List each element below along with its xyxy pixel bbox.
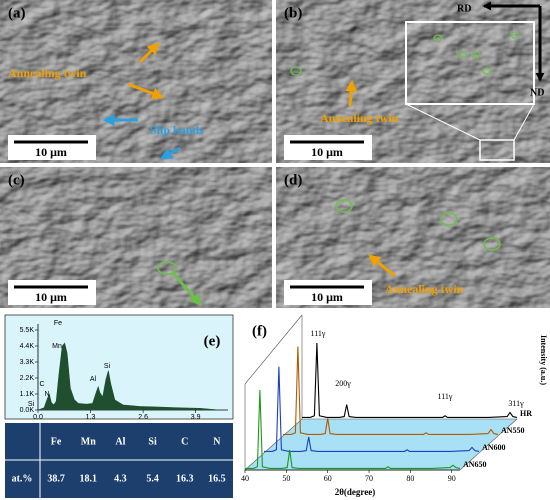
sem-panel-c: (c) 10 μm	[0, 167, 272, 308]
xrd-line	[302, 342, 518, 418]
scale-bar-label: 10 μm	[35, 145, 67, 159]
column-header: C	[181, 436, 188, 447]
row-header: at.%	[12, 473, 33, 484]
x-tick-label: 60	[324, 474, 332, 483]
peak-label: Si	[28, 401, 35, 408]
column-header: Fe	[51, 436, 62, 447]
x-tick-label: 1.3	[86, 414, 96, 421]
x-tick-label: 50	[282, 474, 290, 483]
x-tick-label: 0.0	[33, 414, 43, 421]
y-tick-label: 2.2K	[20, 375, 35, 382]
eds-panel: (e) 0.0K 1.1K 2.2K 3.3K 4.4K 5.5K 0.0 1.3 2.6 3.9…	[4, 314, 234, 421]
peak-label: Fe	[54, 320, 62, 327]
column-header: N	[213, 436, 221, 447]
y-tick-label: 1.1K	[20, 391, 35, 398]
table-cell: 16.3	[176, 473, 194, 484]
table-cell: 5.4	[146, 473, 159, 484]
peak-label: N	[44, 391, 49, 398]
inset-link	[405, 103, 481, 141]
scale-bar-label: 10 μm	[311, 290, 343, 304]
precipitate-markers	[290, 31, 520, 76]
panel-label: (d)	[284, 172, 302, 188]
peak-label: Mn	[52, 343, 62, 350]
x-tick-label: 2.6	[138, 414, 148, 421]
y-tick-label: 0.0K	[20, 407, 35, 414]
xrd-line	[264, 366, 480, 452]
xrd-panel: (f) Intensity (a.u.) 2θ(degree) HR AN550 A…	[241, 314, 548, 497]
precipitate-markers	[335, 199, 501, 251]
peak-label: 200γ	[335, 379, 351, 388]
spectrum	[37, 342, 220, 411]
sem-panel-d: (d) Annealing twin 10 μm	[276, 167, 550, 308]
panel-label: (c)	[8, 172, 25, 188]
sem-panel-a: (a) Annealing twin Slip bands 10 μm	[0, 0, 272, 163]
arrow	[170, 271, 202, 306]
x-tick-label: 40	[241, 474, 249, 483]
annotation: Annealing twin	[385, 282, 464, 296]
column-header: Si	[148, 436, 157, 447]
x-axis-label: 2θ(degree)	[335, 487, 376, 497]
orientation-label: ND	[530, 87, 544, 98]
inset	[405, 21, 535, 105]
composition-table: Fe Mn Al Si C Nat.% 38.7 18.1 4.3 5.4 16.3 16.5	[5, 423, 233, 498]
annotation: Slip bands	[150, 123, 204, 137]
y-tick-label: 5.5K	[20, 327, 35, 334]
y-axis-label: Intensity (a.u.)	[539, 335, 548, 385]
series-label: AN650	[463, 460, 487, 469]
scale-bar-box	[8, 280, 96, 305]
scale-bar-label: 10 μm	[311, 145, 343, 159]
sem-panel-b: (b) RD ND Annealing twin 10 μm	[276, 0, 550, 163]
annotation: Annealing twin	[8, 66, 87, 80]
peak-label: C	[39, 381, 44, 388]
panel-label: (a)	[8, 5, 26, 21]
x-tick-label: 3.9	[191, 414, 201, 421]
x-tick-label: 70	[365, 474, 373, 483]
arrow	[159, 146, 181, 160]
peak-label: Si	[104, 363, 111, 370]
xrd-line	[283, 346, 499, 435]
x-tick-label: 80	[406, 474, 414, 483]
orientation-label: RD	[457, 3, 471, 14]
scale-bar-box	[284, 135, 372, 160]
panel-label: (f)	[252, 323, 267, 339]
y-tick-label: 4.4K	[20, 343, 35, 350]
panel-label: (b)	[284, 5, 302, 21]
inset-link	[513, 103, 535, 141]
scale-bar-label: 10 μm	[35, 290, 67, 304]
inset-source	[479, 139, 515, 161]
scale-bar-box	[8, 135, 96, 160]
series-label: AN600	[482, 443, 506, 452]
table-cell: 4.3	[114, 473, 127, 484]
panel-label: (e)	[204, 333, 221, 349]
xrd-line	[245, 389, 461, 469]
arrow	[368, 254, 396, 278]
wall-edge	[244, 314, 303, 385]
column-header: Mn	[81, 436, 96, 447]
annotation: Annealing twin	[320, 111, 399, 125]
series-label: HR	[520, 409, 532, 418]
peak-label: 311γ	[508, 399, 524, 408]
arrow	[127, 82, 165, 100]
arrow	[345, 79, 358, 107]
table-cell: 38.7	[47, 473, 65, 484]
x-tick-label: 90	[448, 474, 456, 483]
y-tick-label: 3.3K	[20, 359, 35, 366]
peak-label: 111γ	[438, 392, 453, 401]
scale-bar-box	[284, 280, 372, 305]
series-label: AN550	[501, 426, 525, 435]
table-cell: 18.1	[80, 473, 98, 484]
peak-label: Al	[90, 376, 97, 383]
column-header: Al	[115, 436, 125, 447]
arrow	[138, 42, 160, 64]
precipitate-marker	[157, 261, 177, 275]
table-cell: 16.5	[208, 473, 226, 484]
eds-background	[4, 314, 234, 420]
peak-label: 111γ	[311, 329, 326, 338]
